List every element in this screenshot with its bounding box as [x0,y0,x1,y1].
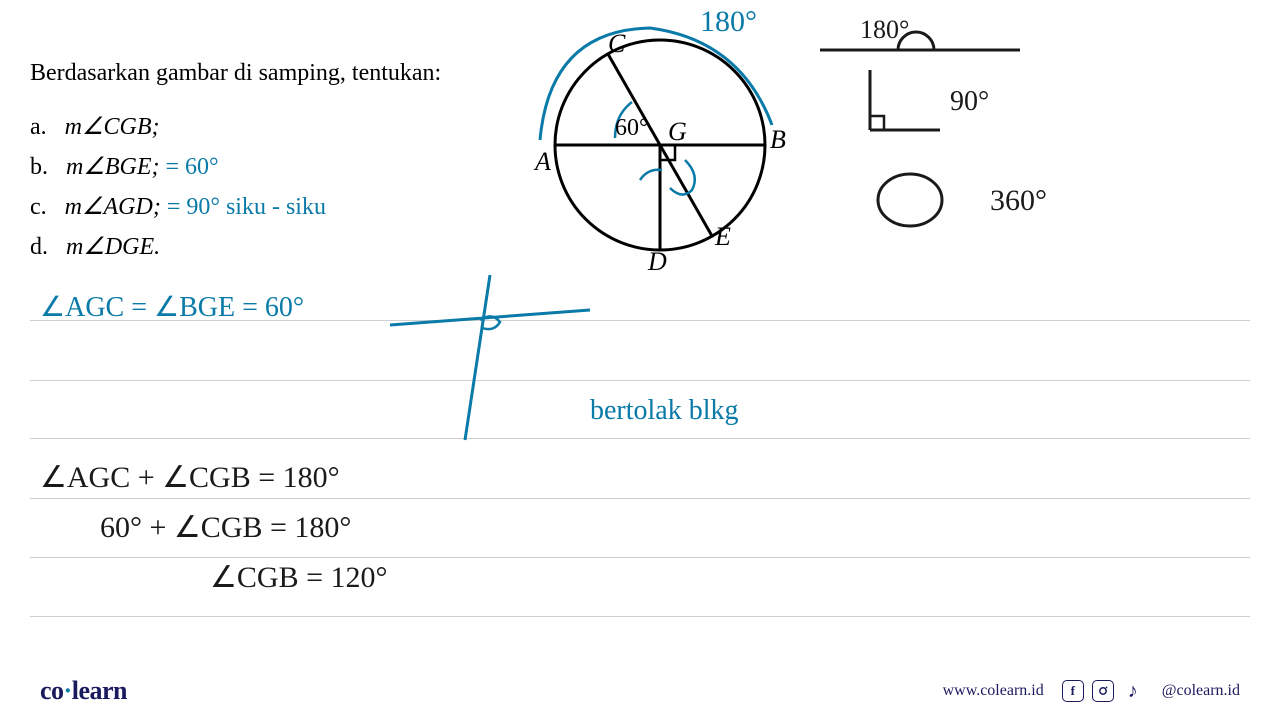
work-line-2: ∠AGC + ∠CGB = 180° [40,460,340,495]
item-a-letter: a. [30,114,47,140]
right-annotations: 180° 90° 360° [800,10,1270,260]
label-c: C [608,29,626,58]
facebook-icon: f [1062,680,1084,702]
ruled-line [30,438,1250,439]
tiktok-icon: ♪ [1122,680,1144,702]
label-a: A [533,147,551,176]
ruled-line [30,616,1250,617]
instagram-icon [1092,680,1114,702]
ruled-line [30,498,1250,499]
item-b-label: m∠BGE; [66,154,160,180]
circle-360 [878,174,942,226]
ruled-line [30,380,1250,381]
label-90: 90° [950,86,989,117]
question-prompt: Berdasarkan gambar di samping, tentukan: [30,60,441,87]
item-b-answer: = 60° [166,154,219,180]
logo-dot: · [64,676,72,705]
circle-diagram: C A B D E G 60° [520,20,820,280]
hand-hook [670,160,695,195]
brand-logo: co·learn [40,676,127,706]
logo-right: learn [72,676,127,705]
item-b: b. m∠BGE; = 60° [30,152,219,181]
label-d: D [647,247,667,276]
item-b-letter: b. [30,154,48,180]
cross-lines [380,270,600,450]
rangle-mark [870,116,884,130]
label-b: B [770,125,786,154]
item-d-label: m∠DGE. [66,234,160,260]
label-e: E [714,222,731,251]
item-d: d. m∠DGE. [30,232,160,261]
label-360: 360° [990,184,1047,217]
item-a: a. m∠CGB; [30,112,160,141]
item-c-answer: = 90° siku - siku [167,194,326,220]
item-c-label: m∠AGD; [65,194,161,220]
label-g: G [668,117,687,146]
social-icons: f ♪ [1062,680,1144,702]
label-180: 180° [860,15,909,44]
footer-handle: @colearn.id [1162,682,1240,700]
footer-right: www.colearn.id f ♪ @colearn.id [943,680,1240,702]
item-c-letter: c. [30,194,47,220]
cross-line-2 [465,275,490,440]
footer: co·learn www.colearn.id f ♪ @colearn.id [0,662,1280,720]
item-a-label: m∠CGB; [65,114,160,140]
footer-url: www.colearn.id [943,682,1044,700]
ruled-line [30,557,1250,558]
work-line-1: ∠AGC = ∠BGE = 60° [40,290,304,324]
work-note: bertolak blkg [590,395,739,427]
work-line-3: 60° + ∠CGB = 180° [100,510,351,545]
angle-60-label: 60° [615,115,649,141]
item-c: c. m∠AGD; = 90° siku - siku [30,192,326,221]
work-line-4: ∠CGB = 120° [210,560,388,595]
arc-180-label: 180° [700,5,757,39]
logo-left: co [40,676,64,705]
line-ge [660,145,712,236]
item-d-letter: d. [30,234,48,260]
